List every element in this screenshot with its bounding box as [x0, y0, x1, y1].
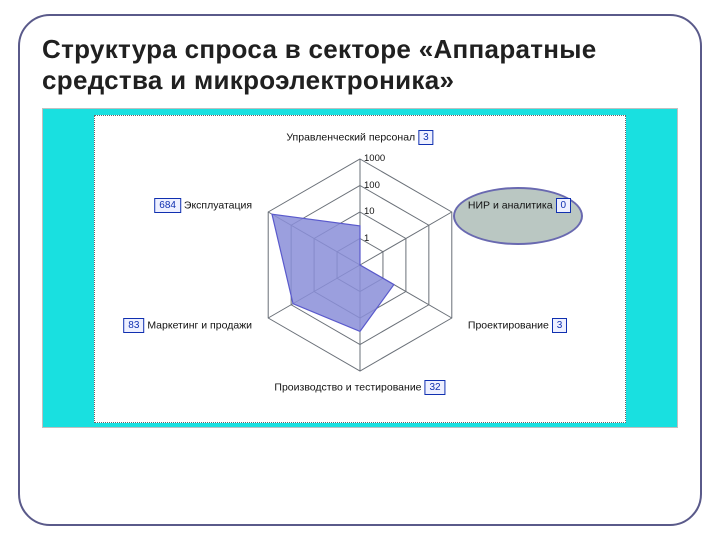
axis-text: Маркетинг и продажи — [147, 320, 252, 332]
axis-value-box: 3 — [552, 318, 568, 333]
axis-label-mkt: 83 Маркетинг и продажи — [123, 318, 252, 333]
axis-value-box: 32 — [424, 380, 445, 395]
axis-text: Эксплуатация — [184, 200, 252, 212]
radar-chart-panel: 1 10 100 1000 Управленческий персонал 3 НИР и… — [42, 108, 678, 428]
slide-frame: Структура спроса в секторе «Аппаратные с… — [18, 14, 702, 526]
axis-text: Проектирование — [468, 320, 549, 332]
radar-svg — [220, 129, 500, 389]
axis-label-proj: Проектирование 3 — [468, 318, 567, 333]
ring-label: 1 — [364, 233, 369, 244]
axis-value-box: 83 — [123, 318, 144, 333]
ring-label: 10 — [364, 206, 375, 217]
axis-value-box: 0 — [556, 198, 572, 213]
axis-label-rnd: НИР и аналитика 0 — [468, 198, 571, 213]
highlight-ellipse — [453, 187, 583, 245]
ring-label: 100 — [364, 180, 380, 191]
axis-label-ops: 684 Эксплуатация — [154, 198, 252, 213]
axis-label-prod: Производство и тестирование 32 — [274, 380, 445, 395]
ring-label: 1000 — [364, 153, 385, 164]
axis-value-box: 3 — [418, 130, 434, 145]
axis-text: Производство и тестирование — [274, 382, 421, 394]
axis-text: НИР и аналитика — [468, 200, 553, 212]
slide-title: Структура спроса в секторе «Аппаратные с… — [42, 34, 678, 96]
axis-label-mgmt: Управленческий персонал 3 — [286, 130, 433, 145]
axis-value-box: 684 — [154, 198, 181, 213]
axis-text: Управленческий персонал — [286, 132, 415, 144]
